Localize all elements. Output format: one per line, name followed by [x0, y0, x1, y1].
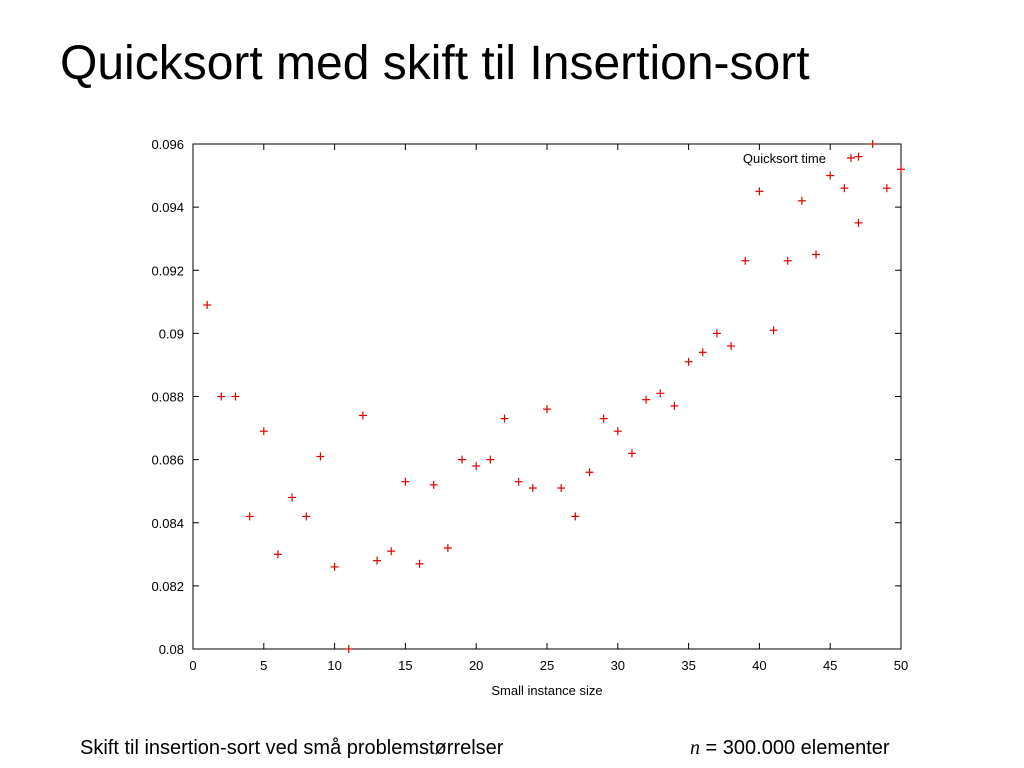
x-tick-label: 30: [611, 658, 625, 673]
data-point: [472, 461, 481, 470]
data-point: [245, 512, 254, 521]
x-tick-label: 25: [540, 658, 554, 673]
data-point: [500, 414, 509, 423]
data-point: [358, 411, 367, 420]
data-point: [458, 455, 467, 464]
data-point: [217, 392, 226, 401]
data-point: [273, 550, 282, 559]
data-point: [769, 326, 778, 335]
y-tick-label: 0.088: [151, 390, 184, 405]
y-axis-ticks: 0.08 0.082 0.084 0.086 0.088 0.09 0.092 0.094 0.…: [151, 137, 901, 657]
data-point: [840, 184, 849, 193]
data-point: [741, 256, 750, 265]
data-point: [656, 389, 665, 398]
y-tick-label: 0.09: [159, 326, 184, 341]
x-tick-label: 15: [398, 658, 412, 673]
data-point: [373, 556, 382, 565]
data-point: [543, 405, 551, 414]
caption-right: n = 300.000 elementer: [690, 737, 890, 760]
data-point: [344, 645, 353, 653]
y-tick-label: 0.08: [159, 642, 184, 657]
data-point: [514, 477, 523, 486]
data-point: [231, 392, 240, 401]
data-point: [259, 427, 268, 436]
data-point: [826, 171, 835, 180]
caption-variable: n: [690, 737, 700, 759]
caption-value: = 300.000 elementer: [700, 737, 890, 759]
data-point: [288, 493, 297, 502]
x-tick-label: 45: [823, 658, 837, 673]
data-point: [854, 218, 863, 227]
data-point: [854, 152, 863, 161]
data-points: [203, 140, 905, 653]
x-tick-label: 35: [681, 658, 695, 673]
x-tick-label: 50: [894, 658, 908, 673]
y-tick-label: 0.092: [151, 263, 184, 278]
data-point: [882, 184, 891, 193]
legend-marker: [847, 154, 855, 162]
slide-title: Quicksort med skift til Insertion-sort: [60, 37, 810, 90]
legend-label: Quicksort time: [743, 151, 826, 166]
data-point: [401, 477, 410, 486]
x-tick-label: 5: [260, 658, 267, 673]
data-point: [415, 559, 424, 568]
data-point: [712, 329, 721, 338]
data-point: [302, 512, 311, 521]
data-point: [486, 455, 495, 464]
y-tick-label: 0.094: [151, 200, 184, 215]
data-point: [627, 449, 636, 458]
data-point: [557, 484, 566, 493]
data-point: [599, 414, 608, 423]
data-point: [316, 452, 325, 461]
x-tick-label: 10: [327, 658, 341, 673]
x-tick-label: 40: [752, 658, 766, 673]
data-point: [443, 544, 452, 552]
legend: Quicksort time: [743, 151, 855, 166]
data-point: [528, 484, 537, 493]
plot-frame: [192, 143, 902, 650]
data-point: [387, 547, 396, 556]
x-tick-label: 20: [469, 658, 483, 673]
data-point: [698, 348, 707, 357]
data-point: [797, 196, 806, 205]
caption-left: Skift til insertion-sort ved små problem…: [80, 737, 504, 759]
x-axis-ticks: 0 5 10 15 20 25 30 35 40 45 50: [189, 144, 908, 673]
y-tick-label: 0.082: [151, 579, 184, 594]
data-point: [727, 342, 736, 350]
data-point: [684, 357, 693, 366]
data-point: [203, 300, 212, 309]
x-axis-label: Small instance size: [491, 683, 602, 698]
data-point: [868, 140, 877, 148]
x-tick-label: 0: [189, 658, 196, 673]
data-point: [670, 401, 679, 410]
y-tick-label: 0.086: [151, 453, 184, 468]
data-point: [571, 512, 580, 521]
data-point: [755, 187, 764, 196]
data-point: [585, 468, 594, 477]
y-tick-label: 0.084: [151, 516, 184, 531]
y-tick-label: 0.096: [151, 137, 184, 152]
data-point: [783, 256, 792, 265]
plot-border: [192, 143, 902, 650]
data-point: [812, 250, 821, 259]
data-point: [429, 480, 438, 489]
data-point: [330, 562, 339, 571]
data-point: [642, 395, 651, 404]
data-point: [897, 165, 905, 174]
data-point: [613, 427, 622, 436]
